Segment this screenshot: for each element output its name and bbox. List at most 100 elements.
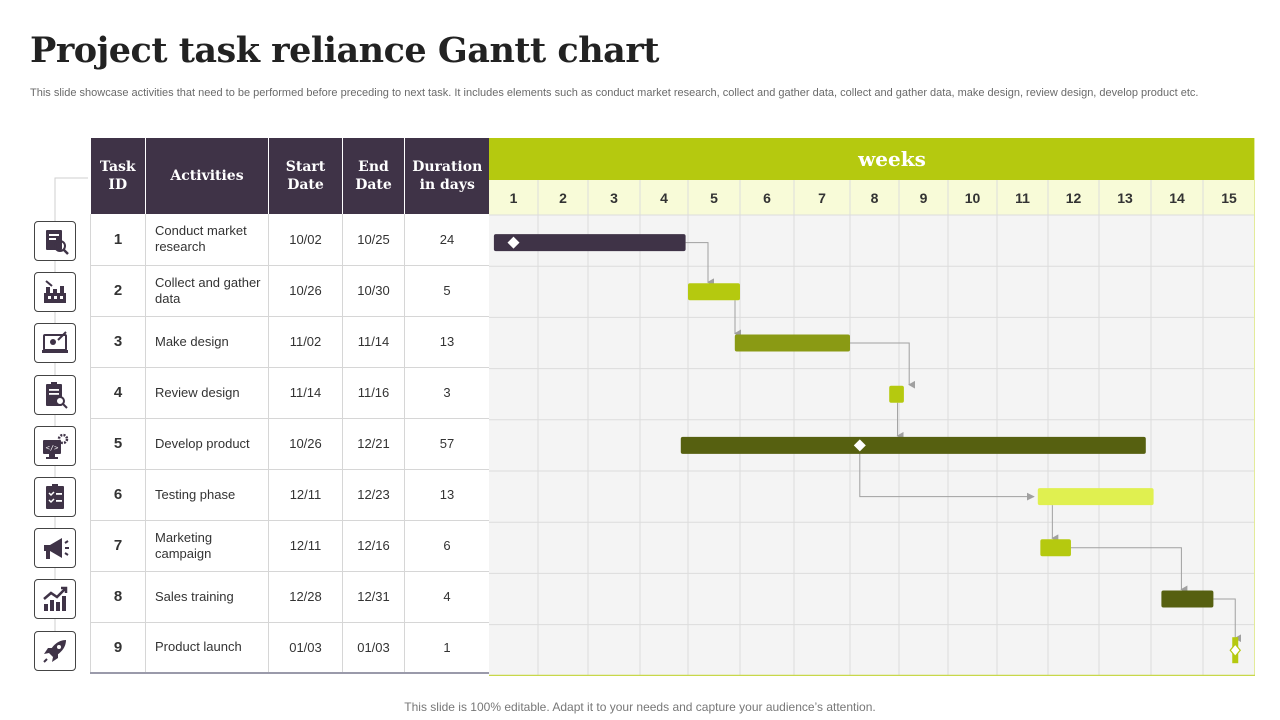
develop-icon: </> (43, 433, 69, 459)
task-id-cell: 3 (90, 316, 146, 368)
table-row: 8 Sales training 12/28 12/31 4 (90, 571, 490, 623)
week-label: 1 (510, 190, 518, 206)
activity-cell: Product launch (145, 622, 269, 674)
week-number-row (489, 180, 1255, 215)
page-subtitle: This slide showcase activities that need… (30, 87, 1199, 99)
icon-box (34, 374, 76, 415)
icon-box (34, 221, 76, 261)
svg-text:</>: </> (46, 444, 59, 452)
activity-cell: Sales training (145, 571, 269, 623)
dependency-arrow (1213, 598, 1242, 643)
task-id-cell: 1 (90, 214, 146, 266)
milestone-diamond (1229, 643, 1242, 658)
activity-cell: Develop product (145, 418, 269, 470)
testing-icon (46, 484, 64, 509)
start-date-cell: 01/03 (268, 622, 343, 674)
duration-cell: 24 (404, 214, 490, 266)
market-research-icon (46, 230, 69, 255)
gantt-bar (493, 234, 686, 252)
header-task-id: Task ID (90, 138, 146, 214)
start-date-cell: 10/02 (268, 214, 343, 266)
activity-cell: Conduct market research (145, 214, 269, 266)
review-icon (46, 381, 68, 409)
dependency-arrow (1070, 547, 1188, 594)
launch-icon (43, 639, 66, 663)
dependency-arrow (685, 242, 714, 287)
end-date-cell: 12/31 (342, 571, 405, 623)
activity-cell: Make design (145, 316, 269, 368)
data-collection-icon (44, 280, 66, 304)
icon-box (34, 630, 76, 671)
start-date-cell: 11/14 (268, 367, 343, 419)
week-label: 6 (763, 190, 771, 206)
marketing-icon (44, 538, 69, 560)
end-date-cell: 10/30 (342, 265, 405, 317)
end-date-cell: 11/16 (342, 367, 405, 419)
icon-box (34, 579, 76, 620)
table-row: 5 Develop product 10/26 12/21 57 (90, 418, 490, 470)
task-id-cell: 6 (90, 469, 146, 521)
duration-cell: 5 (404, 265, 490, 317)
week-label: 5 (710, 190, 718, 206)
week-label: 11 (1015, 190, 1030, 206)
week-label: 2 (559, 190, 567, 206)
table-row: 2 Collect and gather data 10/26 10/30 5 (90, 265, 490, 317)
task-id-cell: 5 (90, 418, 146, 470)
weeks-header-label: weeks (857, 147, 926, 171)
week-label: 7 (818, 190, 826, 206)
end-date-cell: 12/21 (342, 418, 405, 470)
week-label: 8 (871, 190, 879, 206)
start-date-cell: 10/26 (268, 418, 343, 470)
footer-note: This slide is 100% editable. Adapt it to… (404, 700, 876, 714)
week-label: 10 (965, 190, 981, 206)
page-title: Project task reliance Gantt chart (30, 30, 659, 71)
gantt-bar (734, 334, 850, 352)
icon-box (34, 528, 76, 569)
header-duration: Duration in days (404, 138, 490, 214)
end-date-cell: 12/16 (342, 520, 405, 572)
task-id-cell: 2 (90, 265, 146, 317)
activity-cell: Testing phase (145, 469, 269, 521)
table-row: 1 Conduct market research 10/02 10/25 24 (90, 214, 490, 266)
start-date-cell: 12/28 (268, 571, 343, 623)
icon-box (34, 272, 76, 313)
duration-cell: 57 (404, 418, 490, 470)
duration-cell: 13 (404, 469, 490, 521)
week-label: 4 (660, 190, 668, 206)
week-label: 13 (1117, 190, 1133, 206)
week-label: 14 (1169, 190, 1185, 206)
activity-cell: Review design (145, 367, 269, 419)
end-date-cell: 01/03 (342, 622, 405, 674)
table-row: 4 Review design 11/14 11/16 3 (90, 367, 490, 419)
duration-cell: 13 (404, 316, 490, 368)
end-date-cell: 10/25 (342, 214, 405, 266)
gantt-bar (889, 385, 904, 403)
task-table: Task ID Activities Start Date End Date D… (90, 138, 490, 674)
icon-box (34, 477, 76, 517)
header-end-date: End Date (342, 138, 405, 214)
table-row: 3 Make design 11/02 11/14 13 (90, 316, 490, 368)
activity-cell: Collect and gather data (145, 265, 269, 317)
start-date-cell: 12/11 (268, 469, 343, 521)
gantt-bar (1040, 539, 1071, 557)
task-id-cell: 4 (90, 367, 146, 419)
gantt-bar (680, 436, 1146, 454)
task-id-cell: 7 (90, 520, 146, 572)
duration-cell: 6 (404, 520, 490, 572)
end-date-cell: 12/23 (342, 469, 405, 521)
table-row: 9 Product launch 01/03 01/03 1 (90, 622, 490, 674)
task-id-cell: 8 (90, 571, 146, 623)
weeks-header (489, 138, 1255, 180)
dependency-arrow (850, 342, 916, 389)
end-date-cell: 11/14 (342, 316, 405, 368)
start-date-cell: 12/11 (268, 520, 343, 572)
duration-cell: 3 (404, 367, 490, 419)
design-icon (42, 331, 68, 354)
gantt-bar (688, 283, 740, 301)
week-label: 9 (920, 190, 928, 206)
table-row: 6 Testing phase 12/11 12/23 13 (90, 469, 490, 521)
activity-cell: Marketing campaign (145, 520, 269, 572)
week-label: 3 (610, 190, 618, 206)
week-label: 12 (1066, 190, 1082, 206)
